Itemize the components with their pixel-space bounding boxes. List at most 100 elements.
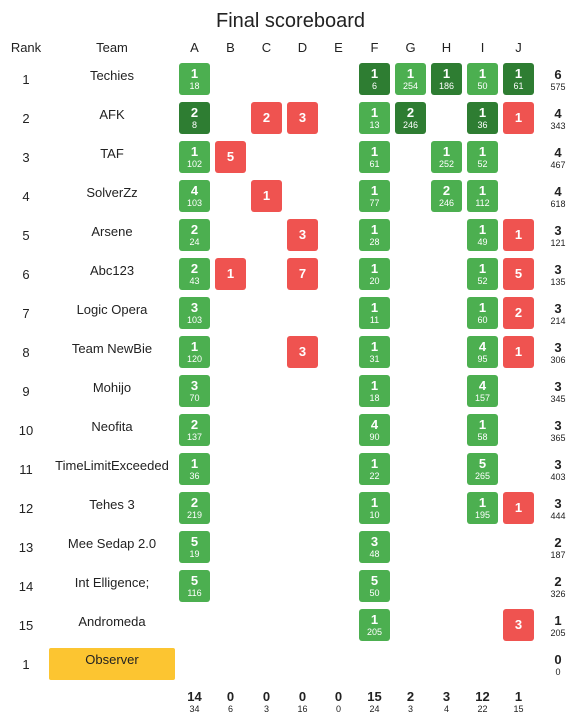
problem-cell-f[interactable]: 1 77 bbox=[359, 180, 390, 212]
problem-cell-i[interactable]: 4 157 bbox=[467, 375, 498, 407]
problem-cell-a[interactable]: 4 103 bbox=[179, 180, 210, 212]
team-score: 3 403 bbox=[543, 458, 573, 483]
problem-cell-f[interactable]: 5 50 bbox=[359, 570, 390, 602]
problem-header-e[interactable]: E bbox=[334, 40, 343, 55]
problem-cell-j[interactable]: 2 bbox=[503, 297, 534, 329]
team-name[interactable]: Tehes 3 bbox=[89, 497, 135, 512]
problem-header-f[interactable]: F bbox=[370, 40, 379, 55]
problem-cell-i[interactable]: 1 52 bbox=[467, 141, 498, 173]
team-name[interactable]: Logic Opera bbox=[76, 302, 148, 317]
problem-cell-c[interactable]: 1 bbox=[251, 180, 282, 212]
problem-cell-i[interactable]: 4 95 bbox=[467, 336, 498, 368]
problem-cell-d[interactable]: 3 bbox=[287, 336, 318, 368]
problem-cell-a[interactable]: 2 43 bbox=[179, 258, 210, 290]
problem-cell-j[interactable]: 1 bbox=[503, 492, 534, 524]
team-name[interactable]: Mee Sedap 2.0 bbox=[67, 536, 157, 551]
problem-cell-f[interactable]: 3 48 bbox=[359, 531, 390, 563]
problem-cell-a[interactable]: 1 102 bbox=[179, 141, 210, 173]
problem-cell-j[interactable]: 5 bbox=[503, 258, 534, 290]
problem-cell-f[interactable]: 1 20 bbox=[359, 258, 390, 290]
problem-cell-i[interactable]: 1 49 bbox=[467, 219, 498, 251]
team-name[interactable]: AFK bbox=[99, 107, 125, 122]
problem-cell-j[interactable]: 1 bbox=[503, 219, 534, 251]
rank-cell: 2 bbox=[22, 111, 30, 126]
problem-cell-i[interactable]: 1 52 bbox=[467, 258, 498, 290]
problem-cell-i[interactable]: 5 265 bbox=[467, 453, 498, 485]
problem-cell-d[interactable]: 3 bbox=[287, 102, 318, 134]
solved-count: 1 bbox=[554, 613, 562, 628]
team-name[interactable]: Arsene bbox=[91, 224, 133, 239]
problem-cell-b[interactable]: 5 bbox=[215, 141, 246, 173]
problem-cell-i[interactable]: 1 36 bbox=[467, 102, 498, 134]
problem-cell-a[interactable]: 1 18 bbox=[179, 63, 210, 95]
total-solved: 12 bbox=[475, 689, 490, 704]
problem-cell-f[interactable]: 1 10 bbox=[359, 492, 390, 524]
problem-cell-j[interactable]: 1 bbox=[503, 336, 534, 368]
team-name[interactable]: Mohijo bbox=[92, 380, 132, 395]
problem-cell-c[interactable]: 2 bbox=[251, 102, 282, 134]
problem-cell-g[interactable]: 2 246 bbox=[395, 102, 426, 134]
problem-cell-f[interactable]: 4 90 bbox=[359, 414, 390, 446]
problem-header-j[interactable]: J bbox=[515, 40, 522, 55]
team-name[interactable]: TAF bbox=[100, 146, 124, 161]
problem-cell-f[interactable]: 1 11 bbox=[359, 297, 390, 329]
team-name[interactable]: Team NewBie bbox=[71, 341, 153, 356]
problem-cell-i[interactable]: 1 60 bbox=[467, 297, 498, 329]
problem-header-h[interactable]: H bbox=[441, 40, 452, 55]
problem-cell-f[interactable]: 1 18 bbox=[359, 375, 390, 407]
problem-header-d[interactable]: D bbox=[297, 40, 308, 55]
problem-cell-a[interactable]: 2 137 bbox=[179, 414, 210, 446]
team-name[interactable]: TimeLimitExceeded bbox=[55, 458, 169, 473]
team-name[interactable]: SolverZz bbox=[86, 185, 138, 200]
problem-cell-h[interactable]: 1 186 bbox=[431, 63, 462, 95]
problem-cell-h[interactable]: 1 252 bbox=[431, 141, 462, 173]
problem-cell-a[interactable]: 2 219 bbox=[179, 492, 210, 524]
problem-cell-d[interactable]: 3 bbox=[287, 219, 318, 251]
problem-cell-i[interactable]: 1 195 bbox=[467, 492, 498, 524]
problem-cell-i[interactable]: 1 58 bbox=[467, 414, 498, 446]
problem-header-g[interactable]: G bbox=[405, 40, 416, 55]
team-name[interactable]: Abc123 bbox=[89, 263, 135, 278]
solve-time: 31 bbox=[369, 354, 380, 364]
problem-cell-g[interactable]: 1 254 bbox=[395, 63, 426, 95]
problem-header-b[interactable]: B bbox=[226, 40, 235, 55]
problem-cell-a[interactable]: 3 70 bbox=[179, 375, 210, 407]
team-score: 4 467 bbox=[543, 146, 573, 171]
team-name[interactable]: Neofita bbox=[91, 419, 133, 434]
team-name[interactable]: Int Elligence; bbox=[74, 575, 150, 590]
problem-cell-f[interactable]: 1 22 bbox=[359, 453, 390, 485]
problem-cell-j[interactable]: 3 bbox=[503, 609, 534, 641]
problem-cell-a[interactable]: 1 36 bbox=[179, 453, 210, 485]
problem-cell-f[interactable]: 1 205 bbox=[359, 609, 390, 641]
problem-cell-j[interactable]: 1 bbox=[503, 102, 534, 134]
penalty-time: 135 bbox=[550, 277, 566, 287]
problem-cell-a[interactable]: 5 19 bbox=[179, 531, 210, 563]
problem-cell-f[interactable]: 1 61 bbox=[359, 141, 390, 173]
team-score: 6 575 bbox=[543, 68, 573, 93]
problem-cell-f[interactable]: 1 28 bbox=[359, 219, 390, 251]
problem-cell-d[interactable]: 7 bbox=[287, 258, 318, 290]
problem-cell-a[interactable]: 2 24 bbox=[179, 219, 210, 251]
problem-cell-b[interactable]: 1 bbox=[215, 258, 246, 290]
problem-cell-f[interactable]: 1 13 bbox=[359, 102, 390, 134]
problem-cell-a[interactable]: 3 103 bbox=[179, 297, 210, 329]
problem-cell-j[interactable]: 1 61 bbox=[503, 63, 534, 95]
team-name[interactable]: Andromeda bbox=[78, 614, 146, 629]
solve-time: 102 bbox=[186, 159, 203, 169]
problem-cell-i[interactable]: 1 112 bbox=[467, 180, 498, 212]
solve-time: 6 bbox=[371, 81, 377, 91]
problem-header-i[interactable]: I bbox=[480, 40, 485, 55]
problem-cell-f[interactable]: 1 31 bbox=[359, 336, 390, 368]
problem-header-a[interactable]: A bbox=[190, 40, 199, 55]
problem-cell-a[interactable]: 1 120 bbox=[179, 336, 210, 368]
problem-cell-h[interactable]: 2 246 bbox=[431, 180, 462, 212]
attempts-count: 3 bbox=[514, 617, 523, 632]
observer-row[interactable]: Observer bbox=[49, 648, 175, 680]
team-name[interactable]: Techies bbox=[89, 68, 135, 83]
problem-cell-a[interactable]: 5 116 bbox=[179, 570, 210, 602]
problem-cell-i[interactable]: 1 50 bbox=[467, 63, 498, 95]
solve-time: 77 bbox=[369, 198, 380, 208]
problem-header-c[interactable]: C bbox=[261, 40, 272, 55]
